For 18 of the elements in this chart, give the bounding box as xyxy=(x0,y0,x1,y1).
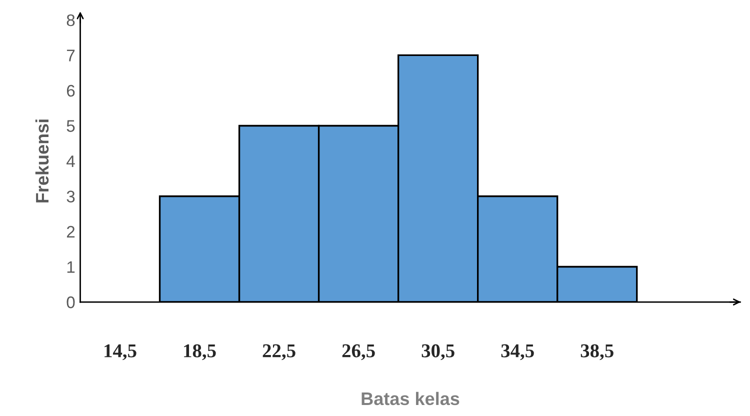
y-axis-title: Frekuensi xyxy=(35,120,49,202)
y-tick-label: 0 xyxy=(66,296,75,308)
x-tick-label: 38,5 xyxy=(580,344,614,360)
y-tick-label: 4 xyxy=(66,156,75,168)
x-tick-label: 30,5 xyxy=(422,344,454,360)
y-tick-label: 2 xyxy=(66,226,75,238)
y-tick-label: 1 xyxy=(67,261,75,273)
x-tick-label: 22,5 xyxy=(262,344,296,360)
y-tick-label: 8 xyxy=(66,14,75,26)
x-tick-label: 34,5 xyxy=(501,344,534,360)
x-axis-title: Batas kelas xyxy=(362,392,460,406)
y-tick-label: 5 xyxy=(66,120,75,132)
x-tick-label: 14,5 xyxy=(104,344,136,360)
y-tick-label: 7 xyxy=(66,50,75,62)
x-tick-label: 26,5 xyxy=(342,344,375,360)
y-tick-label: 3 xyxy=(66,190,75,202)
y-tick-label: 6 xyxy=(66,84,75,97)
x-tick-label: 18,5 xyxy=(184,344,216,360)
